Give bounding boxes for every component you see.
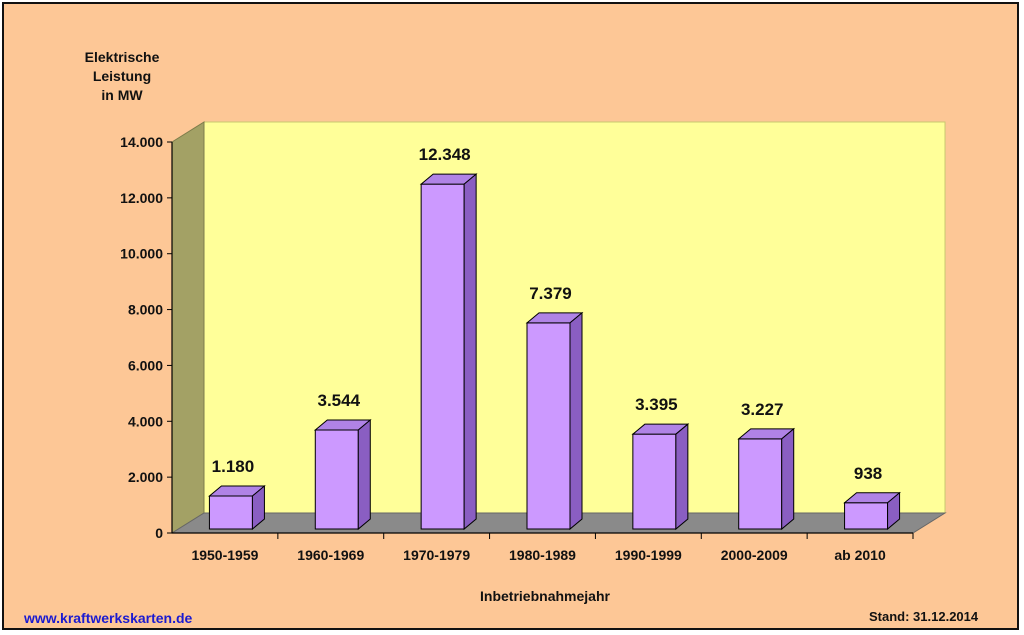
- x-tick-label: 1950-1959: [191, 547, 258, 563]
- bar: [631, 423, 690, 531]
- bar-side: [781, 427, 795, 531]
- bar-chart: 0 2.000 4.000 6.000 8.000 10.000 12.000 14.000 E…: [85, 49, 947, 604]
- data-label: 7.379: [529, 284, 572, 303]
- x-tick-label: 1970-1979: [403, 547, 470, 563]
- y-axis-label-line: in MW: [101, 87, 143, 103]
- side-wall: [171, 121, 205, 534]
- bar-front: [314, 429, 359, 530]
- x-tick-label: 1990-1999: [615, 547, 682, 563]
- bar-front: [844, 502, 889, 530]
- bar: [419, 173, 478, 531]
- bar-front: [526, 322, 571, 530]
- bar-front: [738, 438, 783, 530]
- data-label: 938: [854, 464, 882, 483]
- website-link[interactable]: www.kraftwerkskarten.de: [24, 610, 193, 626]
- bar: [843, 491, 901, 531]
- bar-side: [357, 418, 371, 531]
- y-tick-label: 14.000: [120, 134, 163, 150]
- y-tick-label: 6.000: [128, 357, 163, 373]
- y-tick-label: 10.000: [120, 246, 163, 262]
- y-tick-label: 12.000: [120, 190, 163, 206]
- data-label: 3.544: [318, 391, 361, 410]
- data-label: 3.395: [635, 395, 678, 414]
- data-label: 12.348: [419, 145, 471, 164]
- bar: [525, 311, 584, 531]
- x-tick-label: 1960-1969: [297, 547, 364, 563]
- bar-side: [569, 311, 583, 531]
- bar-side: [251, 484, 265, 531]
- bar-side: [887, 491, 901, 531]
- bar-side: [463, 173, 477, 531]
- x-tick-label: 2000-2009: [721, 547, 788, 563]
- y-tick-label: 4.000: [128, 413, 163, 429]
- bar-front: [420, 183, 465, 530]
- y-tick-label: 0: [155, 525, 163, 541]
- x-axis-label: Inbetriebnahmejahr: [480, 588, 610, 604]
- date-stamp: Stand: 31.12.2014: [869, 609, 979, 624]
- y-tick-label: 8.000: [128, 302, 163, 318]
- bar: [208, 484, 266, 531]
- bar-front: [632, 433, 677, 530]
- bar: [313, 418, 372, 531]
- data-label: 1.180: [212, 457, 255, 476]
- chart-labels: 0 2.000 4.000 6.000 8.000 10.000 12.000 14.000 E…: [85, 49, 886, 604]
- chart-bars: [208, 173, 901, 531]
- y-tick-label: 2.000: [128, 469, 163, 485]
- x-tick-label: 1980-1989: [509, 547, 576, 563]
- x-tick-label: ab 2010: [834, 547, 886, 563]
- bar-front: [208, 495, 253, 530]
- y-axis-label-line: Elektrische: [85, 49, 160, 65]
- bar: [737, 427, 796, 531]
- bar-side: [675, 423, 689, 531]
- data-label: 3.227: [741, 400, 784, 419]
- y-axis-label-line: Leistung: [93, 68, 151, 84]
